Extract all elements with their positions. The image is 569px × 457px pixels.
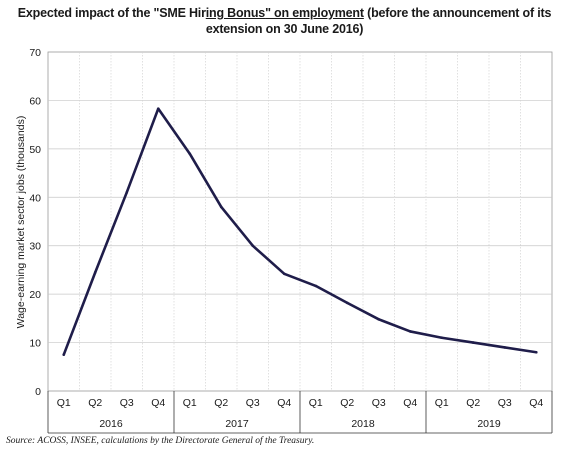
chart-title-part4: (before the announcement of its <box>363 6 552 20</box>
y-tick-label: 70 <box>29 47 41 59</box>
x-tick-label: Q3 <box>120 397 134 409</box>
data-point <box>251 244 255 248</box>
year-label: 2017 <box>225 418 249 430</box>
data-point <box>188 152 192 155</box>
x-axis: Q1 Q2 Q3 Q4 Q1 Q2 Q3 Q4 Q1 Q2 Q3 Q4 Q1 Q2 Q3 Q4 2016 2017… <box>47 391 553 434</box>
y-tick-label: 60 <box>29 95 41 107</box>
y-tick-label: 40 <box>29 192 41 204</box>
data-point <box>219 205 223 209</box>
x-tick-label: Q1 <box>435 397 449 409</box>
y-tick-label: 50 <box>29 144 41 156</box>
data-point <box>408 330 412 333</box>
data-point <box>282 272 286 276</box>
x-tick-label: Q2 <box>340 397 354 409</box>
data-point <box>471 341 475 344</box>
y-axis-ticks: 0 10 20 30 40 50 60 70 <box>29 47 41 398</box>
data-point <box>125 191 129 194</box>
year-label: 2019 <box>477 418 501 430</box>
x-tick-label: Q3 <box>372 397 386 409</box>
y-tick-label: 20 <box>29 289 41 301</box>
x-tick-label: Q4 <box>277 397 291 409</box>
y-axis-label: Wage-earning market sector jobs (thousan… <box>15 116 27 329</box>
y-tick-label: 30 <box>29 241 41 253</box>
data-point <box>345 301 349 305</box>
chart-title-part2: ing Bonus <box>205 6 266 20</box>
x-tick-label: Q1 <box>57 397 71 409</box>
grid-lines <box>47 51 553 392</box>
x-tick-label: Q4 <box>151 397 165 409</box>
data-point <box>314 284 318 288</box>
x-tick-label: Q4 <box>403 397 417 409</box>
x-tick-label: Q2 <box>214 397 228 409</box>
chart-title: Expected impact of the "SME Hiring Bonus… <box>0 5 569 37</box>
data-point <box>62 353 66 356</box>
data-point <box>93 271 97 274</box>
year-label: 2016 <box>99 418 123 430</box>
series-line <box>62 107 538 356</box>
x-tick-label: Q3 <box>246 397 260 409</box>
x-tick-label: Q1 <box>309 397 323 409</box>
chart-title-part3: " on employment <box>265 6 364 20</box>
x-tick-label: Q2 <box>88 397 102 409</box>
data-point <box>534 350 538 354</box>
source-note: Source: ACOSS, INSEE, calculations by th… <box>6 436 315 446</box>
y-tick-label: 0 <box>35 386 41 398</box>
year-label: 2018 <box>351 418 375 430</box>
chart-title-part1: Expected impact of the "SME Hir <box>17 6 206 20</box>
data-point <box>440 336 444 340</box>
x-tick-label: Q2 <box>466 397 480 409</box>
y-tick-label: 10 <box>29 338 41 350</box>
data-point <box>377 318 381 321</box>
data-point <box>503 346 507 349</box>
x-tick-label: Q1 <box>183 397 197 409</box>
x-tick-label: Q4 <box>529 397 543 409</box>
series-group <box>62 107 538 356</box>
x-tick-label: Q3 <box>498 397 512 409</box>
chart-title-line2: extension on 30 June 2016) <box>205 22 364 36</box>
data-point <box>156 107 160 110</box>
